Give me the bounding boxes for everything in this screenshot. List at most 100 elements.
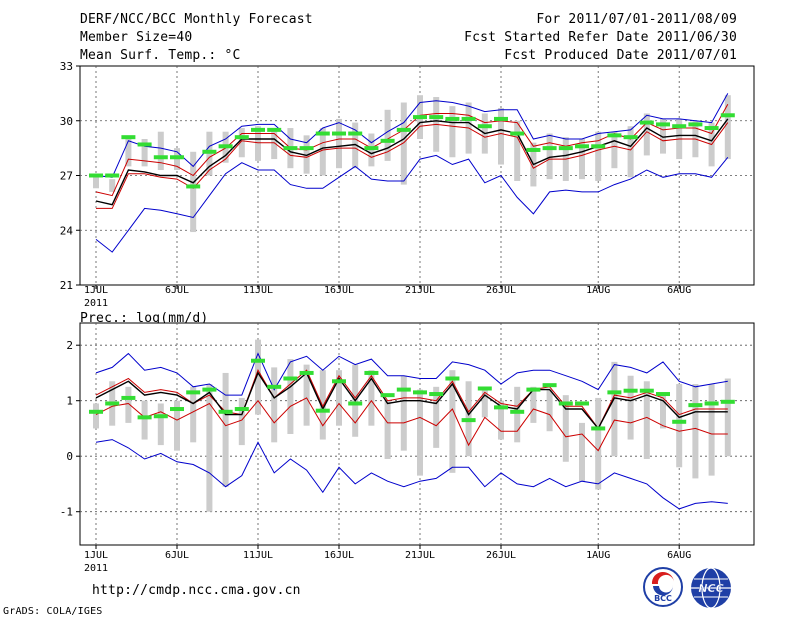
bcc-logo-swirl-red: [651, 571, 674, 584]
temp-marker: [348, 131, 363, 136]
temp-x-tick-label: 21JUL: [405, 285, 435, 296]
temp-marker: [251, 127, 265, 132]
precip-marker: [137, 415, 152, 420]
precip-spread-box: [530, 386, 537, 423]
precip-spread-box: [498, 400, 504, 440]
temp-marker: [542, 146, 557, 151]
precip-x-tick-label: 1AUG: [586, 550, 610, 561]
precip-marker: [656, 392, 670, 397]
temp-series-mean: [95, 118, 729, 206]
precip-marker: [639, 388, 654, 393]
temp-spread-box: [595, 131, 602, 181]
temp-marker: [186, 184, 201, 189]
temp-marker: [137, 142, 152, 147]
precip-spread-box: [627, 375, 634, 440]
precip-marker: [542, 383, 557, 388]
temp-series-lower: [96, 122, 729, 209]
precip-spread-box: [255, 339, 261, 415]
precip-marker: [429, 392, 444, 397]
temp-marker: [202, 149, 217, 154]
temp-marker: [704, 126, 719, 131]
temp-x-tick-label: 1JUL: [84, 285, 108, 296]
temp-spread-box: [514, 120, 521, 181]
precip-spread-box: [481, 386, 488, 418]
ncc-logo: NCC: [691, 567, 731, 609]
precip-spread-box: [157, 403, 164, 446]
precip-marker: [170, 407, 184, 412]
temp-x-tick-label: 11JUL: [243, 285, 273, 296]
temp-marker: [413, 115, 427, 120]
precip-spread-box: [336, 370, 342, 426]
precip-spread-box: [708, 384, 715, 476]
precip-spread-box: [238, 397, 245, 446]
precip-spread-box: [676, 384, 683, 468]
temp-marker: [494, 116, 508, 121]
precip-spread-box: [514, 386, 521, 443]
precip-spread-box: [449, 370, 456, 473]
temp-marker: [153, 155, 168, 160]
precip-panel-title: Prec.: log(mm/d): [80, 311, 209, 326]
precip-marker: [396, 387, 411, 392]
precip-series-max: [95, 352, 728, 396]
precip-marker: [218, 409, 233, 414]
precip-spread-box: [125, 386, 132, 423]
precip-spread-box: [206, 384, 213, 512]
temp-spread-box: [319, 128, 326, 176]
temp-marker: [639, 120, 654, 125]
temp-spread-box: [125, 139, 132, 167]
temp-spread-box: [724, 95, 731, 160]
precip-marker: [526, 387, 541, 392]
precip-marker: [607, 390, 622, 395]
precip-y-tick-label: -1: [60, 506, 73, 519]
temp-marker: [234, 135, 249, 140]
temp-marker: [526, 147, 541, 152]
temp-marker: [396, 127, 411, 132]
precip-marker: [461, 418, 476, 423]
temp-spread-box: [546, 133, 553, 180]
precip-spread-box: [643, 381, 650, 459]
temp-marker: [218, 144, 233, 149]
temp-marker: [558, 146, 573, 151]
precip-spread-box: [190, 386, 197, 443]
temp-spread-box: [190, 151, 197, 233]
temp-spread-box: [498, 107, 504, 165]
precip-marker: [704, 401, 719, 406]
precip-marker: [380, 393, 395, 398]
temp-series-min: [95, 154, 729, 253]
temp-y-tick-label: 30: [60, 115, 73, 128]
temp-marker: [283, 146, 298, 151]
precip-marker: [267, 384, 282, 389]
temp-spread-box: [643, 113, 650, 156]
temp-marker: [105, 173, 120, 178]
temp-marker: [656, 122, 670, 127]
temp-x-tick-label: 16JUL: [324, 285, 354, 296]
temp-y-tick-label: 21: [60, 279, 73, 292]
temp-spread-box: [660, 118, 666, 154]
precip-spread-box: [692, 384, 699, 479]
temp-spread-box: [93, 173, 99, 189]
variable-label: Mean Surf. Temp.: °C: [80, 48, 241, 63]
temp-marker: [429, 115, 444, 120]
precip-marker: [283, 376, 298, 381]
temp-spread-box: [271, 129, 278, 160]
ncc-logo-text: NCC: [698, 582, 723, 595]
precip-spread-box: [562, 395, 569, 462]
temp-spread-box: [352, 122, 359, 169]
precip-spread-box: [579, 422, 585, 482]
precip-spread-box: [174, 400, 180, 451]
precip-spread-box: [400, 375, 407, 451]
temp-spread-box: [384, 109, 391, 161]
precip-series-lower: [95, 397, 728, 452]
precip-marker: [153, 414, 168, 419]
precip-spread-box: [546, 389, 553, 432]
temp-y-tick-label: 33: [60, 60, 73, 73]
temp-y-tick-label: 27: [60, 170, 73, 183]
member-size: Member Size=40: [80, 30, 193, 45]
temp-spread-box: [400, 102, 407, 185]
temp-marker: [299, 146, 314, 151]
precip-x-tick-label: 6AUG: [667, 550, 691, 561]
temp-marker: [170, 155, 184, 160]
bcc-logo-text: BCC: [654, 594, 672, 603]
precip-series-upper: [95, 369, 728, 430]
